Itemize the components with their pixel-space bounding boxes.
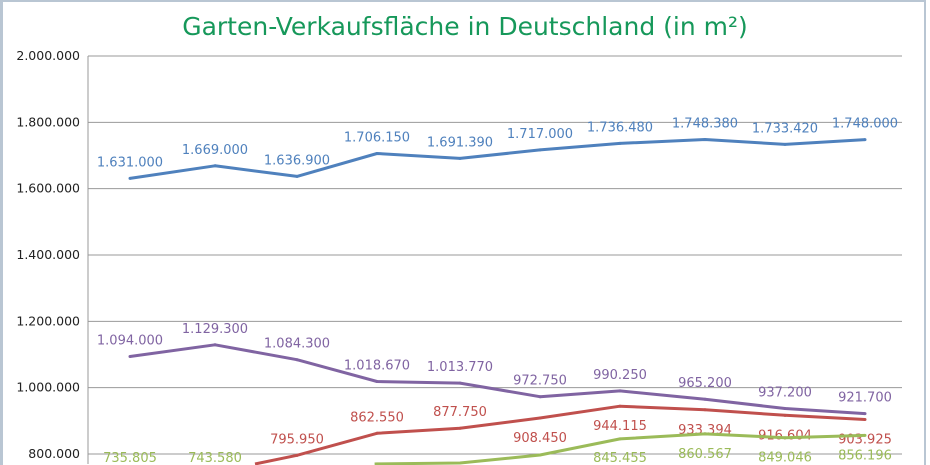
- data-point-blue: [128, 176, 132, 180]
- data-label-blue: 1.733.420: [752, 121, 818, 136]
- data-point-green: [783, 436, 787, 440]
- data-label-red: 795.950: [270, 432, 324, 447]
- data-label-blue: 1.636.900: [264, 153, 330, 168]
- data-point-red: [863, 418, 867, 422]
- data-point-blue: [783, 142, 787, 146]
- y-tick-label: 1.800.000: [16, 114, 80, 129]
- data-label-blue: 1.631.000: [97, 155, 163, 170]
- data-point-red: [618, 404, 622, 408]
- data-label-blue: 1.717.000: [507, 127, 573, 142]
- data-label-purple: 1.094.000: [97, 333, 163, 348]
- y-tick-label: 1.600.000: [16, 181, 80, 196]
- data-point-blue: [213, 164, 217, 168]
- data-label-purple: 937.200: [758, 385, 812, 400]
- series-line-blue: [129, 138, 866, 180]
- data-point-green: [863, 433, 867, 437]
- data-label-green: 845.455: [593, 451, 647, 465]
- data-label-blue: 1.669.000: [182, 143, 248, 158]
- data-label-green: 743.580: [188, 451, 242, 465]
- data-point-purple: [783, 406, 787, 410]
- data-label-purple: 1.018.670: [344, 358, 410, 373]
- data-label-red: 877.750: [433, 405, 487, 420]
- data-label-blue: 1.748.380: [672, 116, 738, 131]
- data-point-blue: [295, 174, 299, 178]
- y-tick-label: 1.400.000: [16, 247, 80, 262]
- data-label-purple: 1.013.770: [427, 360, 493, 375]
- data-point-blue: [458, 156, 462, 160]
- data-point-purple: [295, 358, 299, 362]
- chart-title: Garten-Verkaufsfläche in Deutschland (in…: [182, 12, 748, 41]
- data-label-red: 862.550: [350, 410, 404, 425]
- data-point-purple: [863, 412, 867, 416]
- data-point-red: [295, 453, 299, 457]
- data-point-red: [375, 431, 379, 435]
- data-label-red: 916.604: [758, 428, 812, 443]
- data-label-purple: 921.700: [838, 391, 892, 406]
- data-label-blue: 1.706.150: [344, 130, 410, 145]
- data-point-purple: [458, 381, 462, 385]
- y-tick-label: 1.000.000: [16, 380, 80, 395]
- data-point-purple: [618, 389, 622, 393]
- y-tick-label: 800.000: [28, 446, 80, 461]
- data-point-blue: [863, 138, 867, 142]
- data-label-purple: 1.084.300: [264, 337, 330, 352]
- data-point-blue: [538, 148, 542, 152]
- data-point-purple: [703, 397, 707, 401]
- y-tick-label: 2.000.000: [16, 48, 80, 63]
- data-point-blue: [375, 151, 379, 155]
- data-label-green: 849.046: [758, 451, 812, 465]
- series-line-purple: [129, 343, 866, 416]
- data-label-green: 735.805: [103, 451, 157, 465]
- data-point-purple: [128, 354, 132, 358]
- data-label-purple: 990.250: [593, 368, 647, 383]
- data-label-red: 908.450: [513, 431, 567, 446]
- data-point-blue: [618, 141, 622, 145]
- data-label-purple: 1.129.300: [182, 322, 248, 337]
- data-label-blue: 1.736.480: [587, 120, 653, 135]
- data-label-green: 860.567: [678, 447, 732, 462]
- data-point-green: [538, 453, 542, 457]
- data-label-green: 856.196: [838, 448, 892, 463]
- data-point-blue: [703, 137, 707, 141]
- data-point-red: [538, 416, 542, 420]
- data-point-green: [618, 437, 622, 441]
- data-point-red: [783, 413, 787, 417]
- data-point-purple: [538, 395, 542, 399]
- data-label-purple: 972.750: [513, 374, 567, 389]
- data-label-blue: 1.691.390: [427, 135, 493, 150]
- data-point-red: [458, 426, 462, 430]
- data-label-purple: 965.200: [678, 376, 732, 391]
- data-label-red: 944.115: [593, 419, 647, 434]
- y-tick-label: 1.200.000: [16, 313, 80, 328]
- data-point-green: [703, 432, 707, 436]
- series-line-green: [374, 432, 866, 465]
- data-point-red: [703, 408, 707, 412]
- data-point-purple: [375, 379, 379, 383]
- data-point-purple: [213, 343, 217, 347]
- data-label-blue: 1.748.000: [832, 117, 898, 132]
